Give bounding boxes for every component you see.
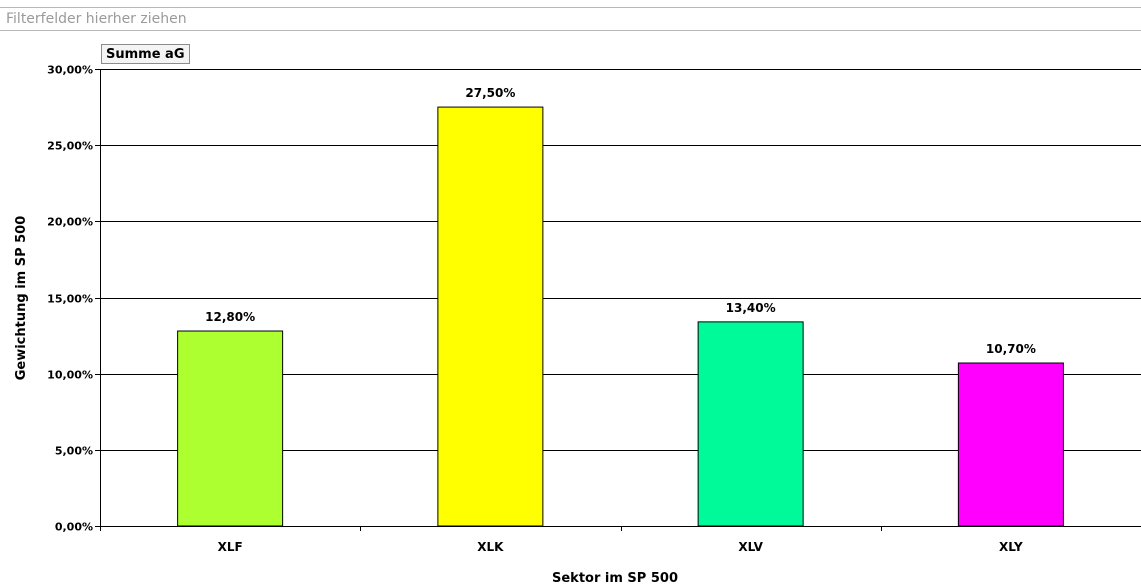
bars: 12,80% 27,50% 13,40% 10,70% [177, 86, 1064, 527]
x-tick-label: XLK [477, 540, 504, 554]
data-label: 10,70% [986, 342, 1036, 356]
bar-xlv[interactable] [697, 321, 804, 527]
y-tick-label: 15,00% [47, 293, 93, 306]
x-tick-label: XLV [738, 540, 763, 554]
filter-drop-zone[interactable]: Filterfelder hierher ziehen [0, 7, 1141, 31]
y-axis-ticks: 0,00% 5,00% 10,00% 15,00% 20,00% 25,00% 30,00% [47, 64, 100, 534]
x-axis-ticks: XLF XLK XLV XLY [100, 526, 1023, 554]
y-tick-label: 30,00% [47, 64, 93, 77]
x-tick-label: XLF [218, 540, 243, 554]
y-tick-label: 20,00% [47, 216, 93, 229]
y-tick-label: 0,00% [55, 521, 93, 534]
y-tick-label: 10,00% [47, 369, 93, 382]
data-label: 12,80% [205, 310, 255, 324]
bar-xlk[interactable] [437, 106, 544, 527]
y-tick-label: 25,00% [47, 140, 93, 153]
y-axis-title: Gewichtung im SP 500 [14, 216, 29, 381]
x-axis-title: Sektor im SP 500 [552, 571, 678, 586]
data-label: 13,40% [726, 301, 776, 315]
bar-xly[interactable] [957, 362, 1064, 527]
bar-xlf[interactable] [177, 330, 284, 527]
value-field-button[interactable]: Summe aG [101, 44, 190, 64]
x-tick-label: XLY [999, 540, 1023, 554]
filter-drop-zone-label: Filterfelder hierher ziehen [6, 11, 187, 27]
y-tick-label: 5,00% [55, 445, 93, 458]
data-label: 27,50% [465, 86, 515, 100]
